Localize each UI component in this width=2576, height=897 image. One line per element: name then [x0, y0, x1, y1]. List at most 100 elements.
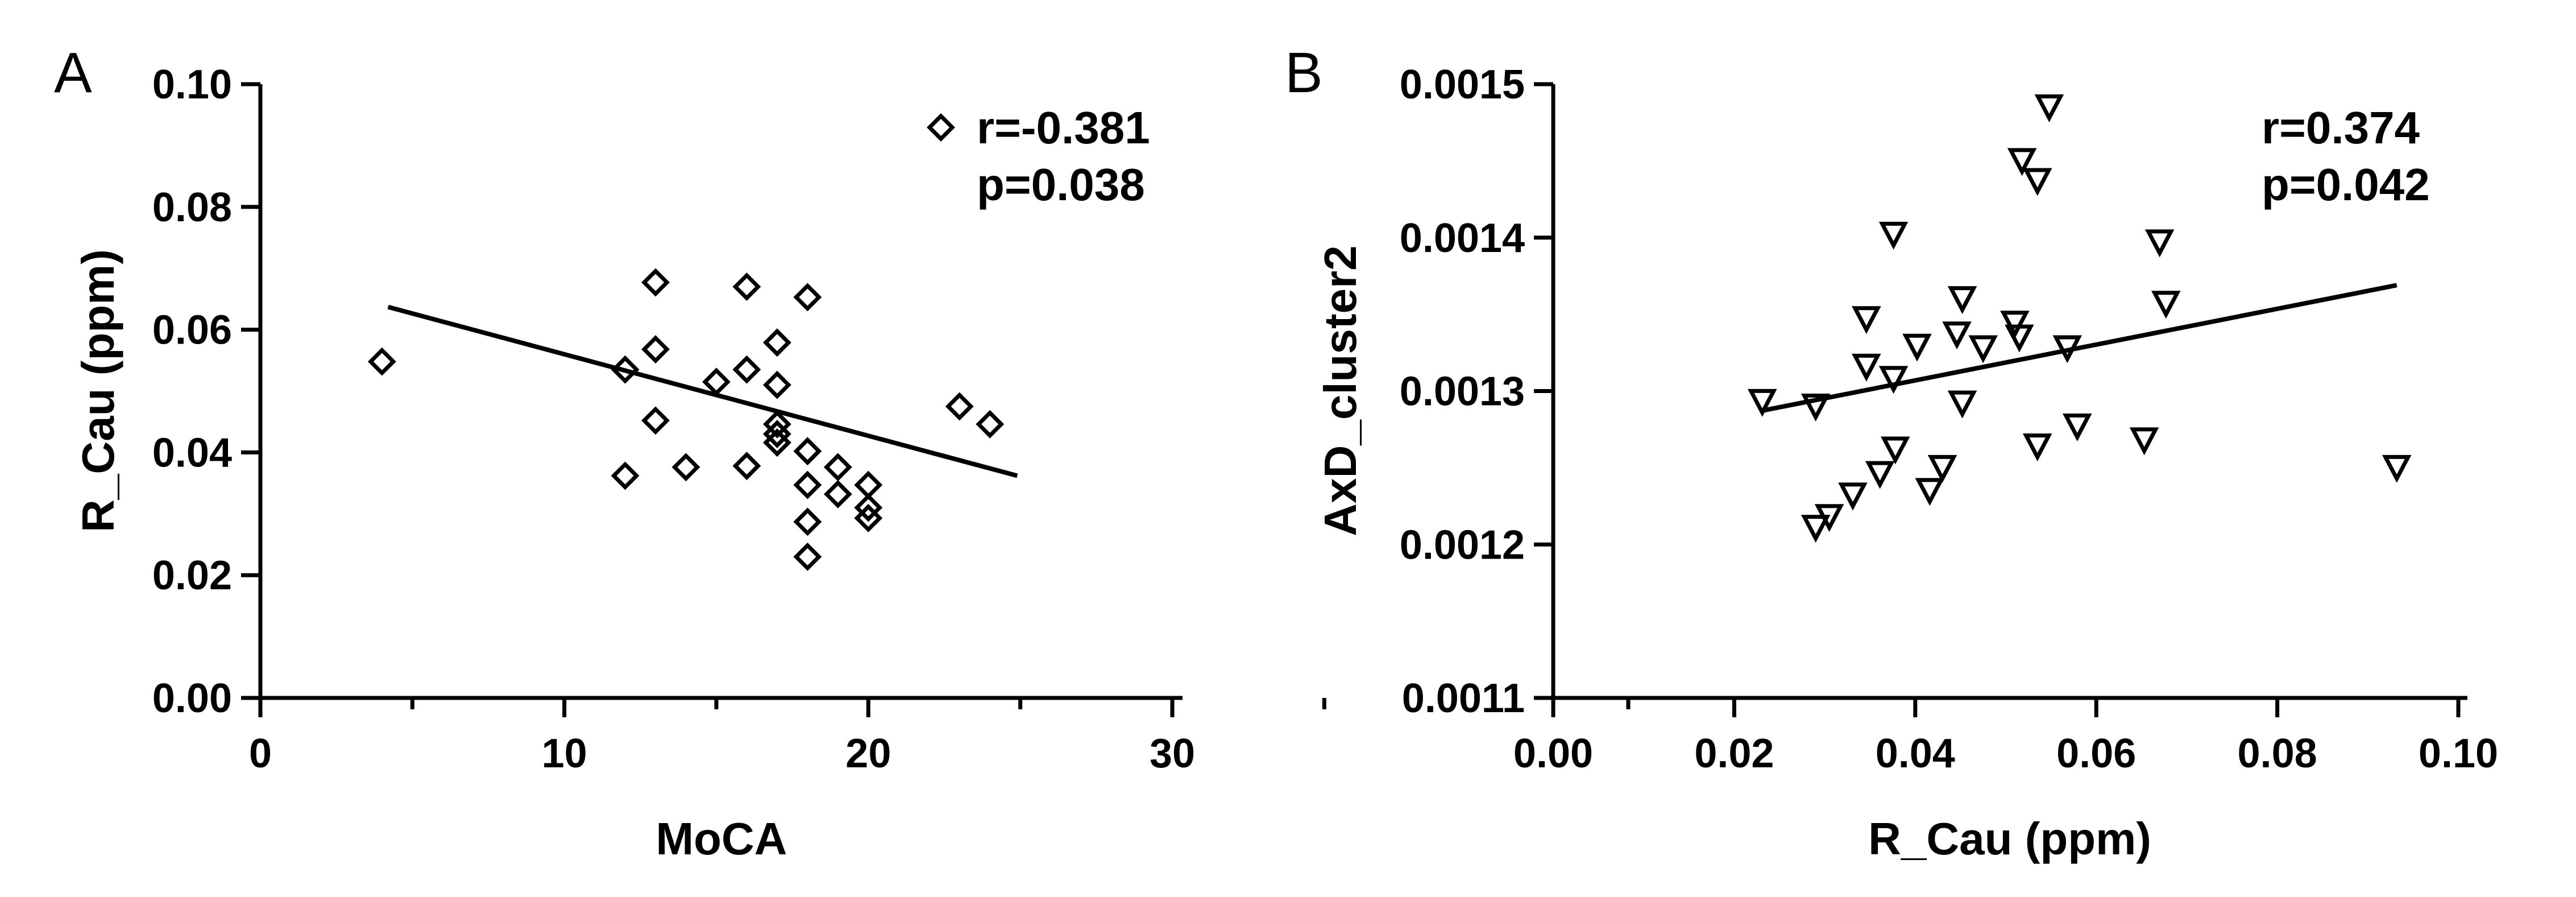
- panel-a-stats: r=-0.381 p=0.038: [927, 102, 1150, 210]
- panel-a-y-tick-label: 0.06: [152, 308, 232, 353]
- panel-a-data-point: [793, 542, 822, 571]
- panel-b-data-point: [2382, 454, 2412, 483]
- panel-a-y-axis-title: R_Cau (ppm): [73, 249, 123, 532]
- panel-b-data-point: [1880, 436, 1910, 465]
- panel-a-data-point: [854, 493, 883, 522]
- panel-b-data-point: [1852, 353, 1881, 382]
- panel-a-data-point: [702, 367, 731, 396]
- panel-a-data-point: [854, 470, 883, 499]
- panel-b-data-point: [2144, 229, 2175, 258]
- panel-a-data-point: [367, 347, 396, 376]
- panel-b-x-tick-label: 0.00: [1513, 731, 1593, 776]
- panel-a-data-point: [762, 410, 791, 439]
- panel-b-data-point: [1878, 366, 1909, 394]
- panel-a-y-tick-label: 0.10: [152, 62, 232, 108]
- panel-a-data-point: [793, 437, 822, 466]
- panel-a-legend-marker: [927, 113, 955, 142]
- panel-b-data-point: [2034, 94, 2064, 122]
- panel-b-data-point: [2000, 311, 2030, 339]
- panel-a-data-point: [945, 392, 974, 421]
- panel-b-data-point: [2062, 414, 2092, 442]
- panel-b-data-point: [1927, 454, 1957, 483]
- panel-a-x-tick-label: 10: [542, 731, 587, 776]
- panel-b-x-tick-label: 0.02: [1694, 731, 1774, 776]
- panel-a-data-point: [823, 479, 852, 509]
- panel-a-data-point: [641, 406, 670, 435]
- panel-b-data-point: [1942, 321, 1972, 350]
- panel-b-data-point: [1801, 393, 1831, 421]
- panel-b-data-point: [2007, 148, 2037, 176]
- panel-a-data-point: [793, 470, 822, 499]
- panel-a-x-axis-title: MoCA: [656, 813, 787, 864]
- panel-b-ticks: 0.0011 0.0012 0.0013 0.0014 0.0015 0.00 0.02 0.…: [1400, 62, 2498, 776]
- panel-b-data-point: [2151, 291, 2181, 319]
- panel-b-data-point: [1838, 482, 1868, 511]
- panel-b-data-point: [1852, 306, 1881, 334]
- panel-a-ticks: 0.00 0.02 0.04 0.06 0.08 0.10 0 10 20 30: [152, 62, 1631, 776]
- panel-a-y-tick-label: 0.08: [152, 185, 232, 230]
- panel-a-points: [367, 268, 1005, 571]
- panel-b-stat-r: r=0.374: [2262, 102, 2420, 153]
- panel-a-regression: [387, 304, 1018, 478]
- panel-a-regression-line: [387, 304, 1018, 478]
- panel-a-data-point: [793, 507, 822, 536]
- panel-a-y-tick-label: 0.02: [152, 553, 232, 598]
- panel-a-data-point: [732, 452, 761, 481]
- panel-a-letter: A: [54, 41, 92, 105]
- panel-a-data-point: [793, 283, 822, 312]
- panel-b-y-tick-label: 0.0012: [1400, 522, 1525, 568]
- panel-b-x-axis-title: R_Cau (ppm): [1868, 813, 2151, 864]
- panel-a-data-point: [762, 370, 791, 399]
- panel-b-regression: [1760, 283, 2397, 414]
- panel-b-data-point: [1947, 286, 1977, 315]
- panel-b-data-point: [2022, 168, 2052, 196]
- panel-a-data-point: [732, 272, 761, 301]
- panel-a-x-tick-label: 20: [845, 731, 891, 776]
- panel-b-x-tick-label: 0.04: [1876, 731, 1955, 776]
- panel-b-data-point: [2052, 335, 2083, 363]
- panel-a-data-point: [671, 453, 700, 482]
- panel-b-data-point: [1801, 515, 1831, 543]
- panel-b-data-point: [1947, 390, 1977, 419]
- panel-b-data-point: [1878, 221, 1909, 250]
- panel-b-points: [1747, 94, 2412, 543]
- panel-a-data-point: [611, 355, 640, 384]
- panel-b-data-point: [1968, 335, 1998, 363]
- panel-a-x-tick-label: 30: [1150, 731, 1195, 776]
- panel-b-x-tick-label: 0.10: [2419, 731, 2498, 776]
- panel-b-y-tick-label: 0.0013: [1400, 369, 1525, 415]
- panel-a-data-point: [762, 420, 791, 448]
- panel-b-y-tick-label: 0.0014: [1400, 216, 1525, 261]
- panel-a-y-tick-label: 0.04: [152, 430, 232, 476]
- panel-b-data-point: [1747, 388, 1777, 417]
- panel-b-y-tick-label: 0.0011: [1402, 676, 1525, 721]
- panel-b-x-tick-label: 0.08: [2238, 731, 2317, 776]
- panel-b-data-point: [1915, 478, 1945, 506]
- panel-b-y-tick-label: 0.0015: [1400, 62, 1525, 108]
- panel-a-x-tick-label: 0: [249, 731, 272, 776]
- panel-a-data-point: [611, 461, 640, 490]
- panel-b-data-point: [1902, 333, 1932, 362]
- panel-a-y-tick-label: 0.00: [152, 676, 232, 721]
- panel-a-data-point: [976, 410, 1005, 439]
- panel-a-stat-p: p=0.038: [977, 159, 1145, 210]
- panel-a-data-point: [641, 268, 670, 297]
- panel-a-data-point: [641, 335, 670, 364]
- panel-b-data-point: [1865, 461, 1895, 489]
- panel-b-x-tick-label: 0.06: [2056, 731, 2136, 776]
- panel-b-letter: B: [1285, 41, 1323, 105]
- panel-b-stat-p: p=0.042: [2262, 159, 2430, 210]
- panel-b-data-point: [2129, 427, 2159, 456]
- panel-a-data-point: [762, 328, 791, 357]
- panel-b-regression-line: [1760, 283, 2397, 414]
- panel-b-data-point: [1814, 504, 1844, 532]
- panel-a-data-point: [732, 355, 761, 384]
- panel-a-scatter-chart: A 0.00 0.02 0.04 0.06 0.08 0.10 0 10 20 30 MoCA R…: [54, 41, 1631, 864]
- panel-b-data-point: [2022, 433, 2052, 462]
- panel-a-data-point: [823, 453, 852, 482]
- panel-a-data-point: [854, 503, 883, 532]
- panel-b-scatter-chart: B 0.0011 0.0012 0.0013 0.0014 0.0015 0.00 0.02…: [1285, 41, 2498, 864]
- panel-a-data-point: [762, 428, 791, 457]
- panel-b-stats: r=0.374 p=0.042: [2262, 102, 2430, 210]
